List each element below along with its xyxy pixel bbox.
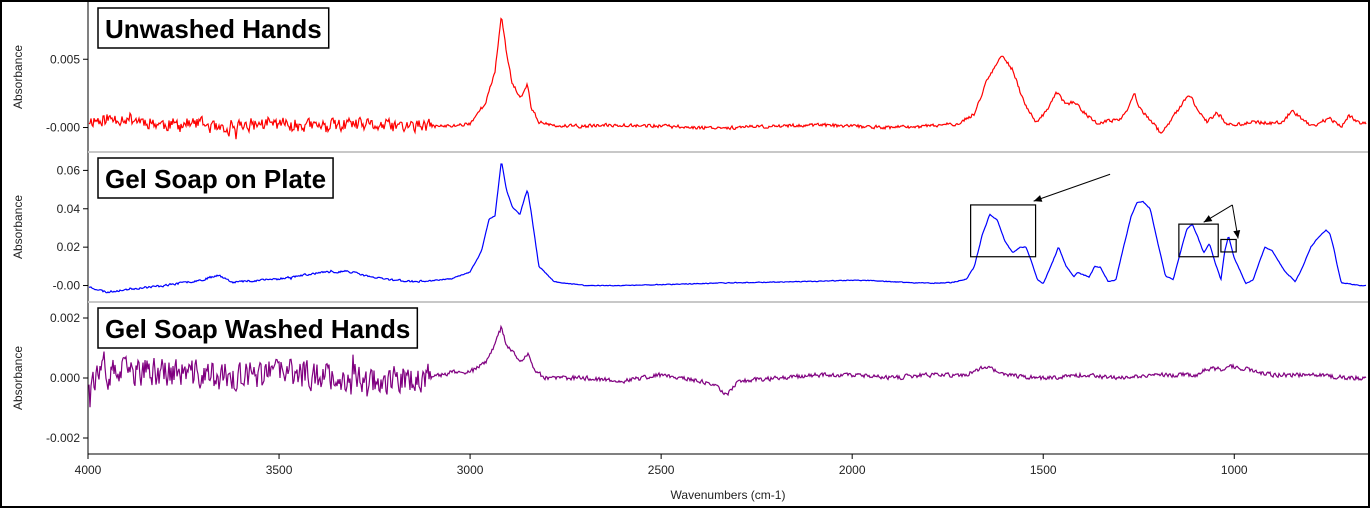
- x-tick-label: 4000: [75, 463, 102, 477]
- arrow-head: [1203, 215, 1213, 223]
- highlight-box: [970, 204, 1037, 258]
- x-tick-label: 3000: [457, 463, 484, 477]
- x-tick-label: 1500: [1030, 463, 1057, 477]
- panel-title-box: [97, 157, 334, 199]
- spectrum-line: [88, 17, 1367, 140]
- x-tick-label: 3500: [266, 463, 293, 477]
- y-axis-label: Absorbance: [11, 346, 25, 410]
- y-tick-label: 0.04: [57, 202, 81, 216]
- x-tick-label: 1000: [1221, 463, 1248, 477]
- y-tick-label: -0.00: [53, 279, 81, 293]
- highlight-box: [1220, 238, 1237, 253]
- spectrum-line: [88, 163, 1367, 294]
- x-tick-label: 2500: [648, 463, 675, 477]
- arrow-head: [1233, 230, 1241, 239]
- y-tick-label: 0.000: [50, 371, 80, 385]
- highlight-box: [1178, 223, 1219, 258]
- panel-title-box: [97, 307, 419, 349]
- panel-title: Gel Soap Washed Hands: [105, 314, 410, 344]
- x-tick-label: 2000: [839, 463, 866, 477]
- annotation-arrow: [1033, 173, 1111, 202]
- y-axis-label: Absorbance: [11, 195, 25, 259]
- panel-title: Gel Soap on Plate: [105, 164, 326, 194]
- y-tick-label: 0.02: [57, 240, 81, 254]
- y-tick-label: -0.002: [46, 431, 80, 445]
- x-axis-label: Wavenumbers (cm-1): [671, 488, 786, 502]
- y-tick-label: 0.06: [57, 163, 81, 177]
- panel-title: Unwashed Hands: [105, 14, 322, 44]
- panel-title-box: [97, 7, 330, 49]
- spectrum-line: [88, 324, 1367, 408]
- y-tick-label: -0.000: [46, 121, 80, 135]
- arrow-head: [1033, 195, 1043, 202]
- y-axis-label: Absorbance: [11, 45, 25, 109]
- y-tick-label: 0.002: [50, 311, 80, 325]
- y-tick-label: 0.005: [50, 52, 80, 66]
